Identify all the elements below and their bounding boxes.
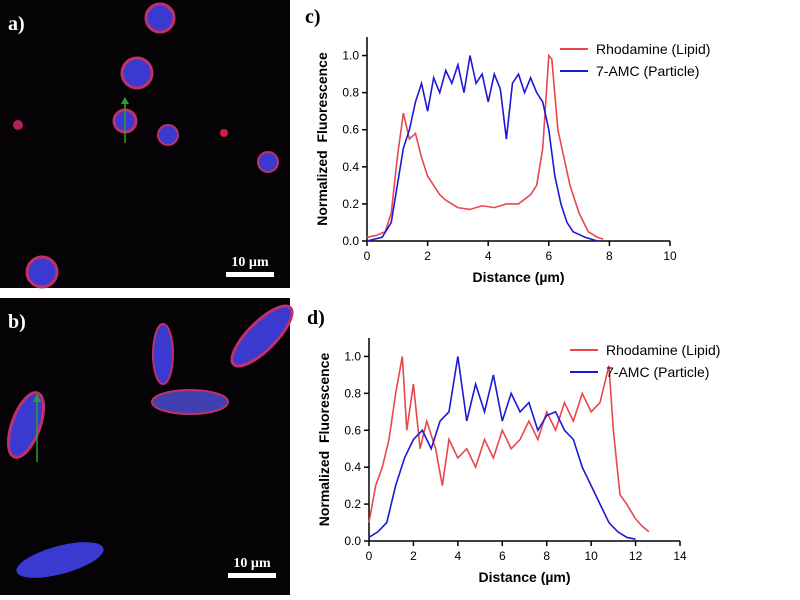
x-tick-label: 4 <box>455 549 462 563</box>
series-line <box>366 55 598 242</box>
panel-label: a) <box>8 13 25 35</box>
series-line <box>368 356 650 533</box>
x-tick-label: 10 <box>584 549 598 563</box>
x-tick-label: 12 <box>629 549 643 563</box>
y-tick-label: 0.0 <box>344 534 361 548</box>
series-line <box>368 356 636 540</box>
legend-label: Rhodamine (Lipid) <box>596 41 710 57</box>
y-tick-label: 0.6 <box>342 123 359 137</box>
x-tick-label: 0 <box>366 549 373 563</box>
y-tick-label: 0.0 <box>342 234 359 248</box>
y-axis-label: Normalized Fluorescence <box>314 52 330 226</box>
scale-bar-label: 10 µm <box>231 255 269 270</box>
x-tick-label: 10 <box>663 249 677 263</box>
x-tick-label: 2 <box>410 549 417 563</box>
x-tick-label: 0 <box>364 249 371 263</box>
series-line <box>366 53 604 240</box>
panel-label: b) <box>8 311 26 333</box>
y-tick-label: 0.4 <box>344 460 361 474</box>
legend-label: 7-AMC (Particle) <box>596 63 699 79</box>
y-tick-label: 0.6 <box>344 423 361 437</box>
y-tick-label: 0.4 <box>342 160 359 174</box>
x-tick-label: 6 <box>499 549 506 563</box>
micrograph-a: a) 10 µm <box>0 0 290 289</box>
panel-label: c) <box>305 6 321 28</box>
x-tick-label: 2 <box>424 249 431 263</box>
y-tick-label: 0.8 <box>344 386 361 400</box>
x-tick-label: 6 <box>545 249 552 263</box>
x-tick-label: 8 <box>606 249 613 263</box>
y-tick-label: 1.0 <box>342 49 359 63</box>
x-tick-label: 14 <box>673 549 687 563</box>
x-axis-label: Distance (µm) <box>472 269 564 285</box>
y-tick-label: 0.2 <box>344 497 361 511</box>
y-tick-label: 1.0 <box>344 349 361 363</box>
y-tick-label: 0.8 <box>342 86 359 100</box>
x-tick-label: 8 <box>543 549 550 563</box>
legend-label: 7-AMC (Particle) <box>606 364 709 380</box>
y-axis-label: Normalized Fluorescence <box>316 353 332 527</box>
panel-label: d) <box>307 307 325 329</box>
x-axis-label: Distance (µm) <box>478 569 570 585</box>
x-tick-label: 4 <box>485 249 492 263</box>
micrograph-b: b) 10 µm <box>0 298 294 595</box>
scale-bar-label: 10 µm <box>233 556 271 571</box>
y-tick-label: 0.2 <box>342 197 359 211</box>
legend-label: Rhodamine (Lipid) <box>606 342 720 358</box>
